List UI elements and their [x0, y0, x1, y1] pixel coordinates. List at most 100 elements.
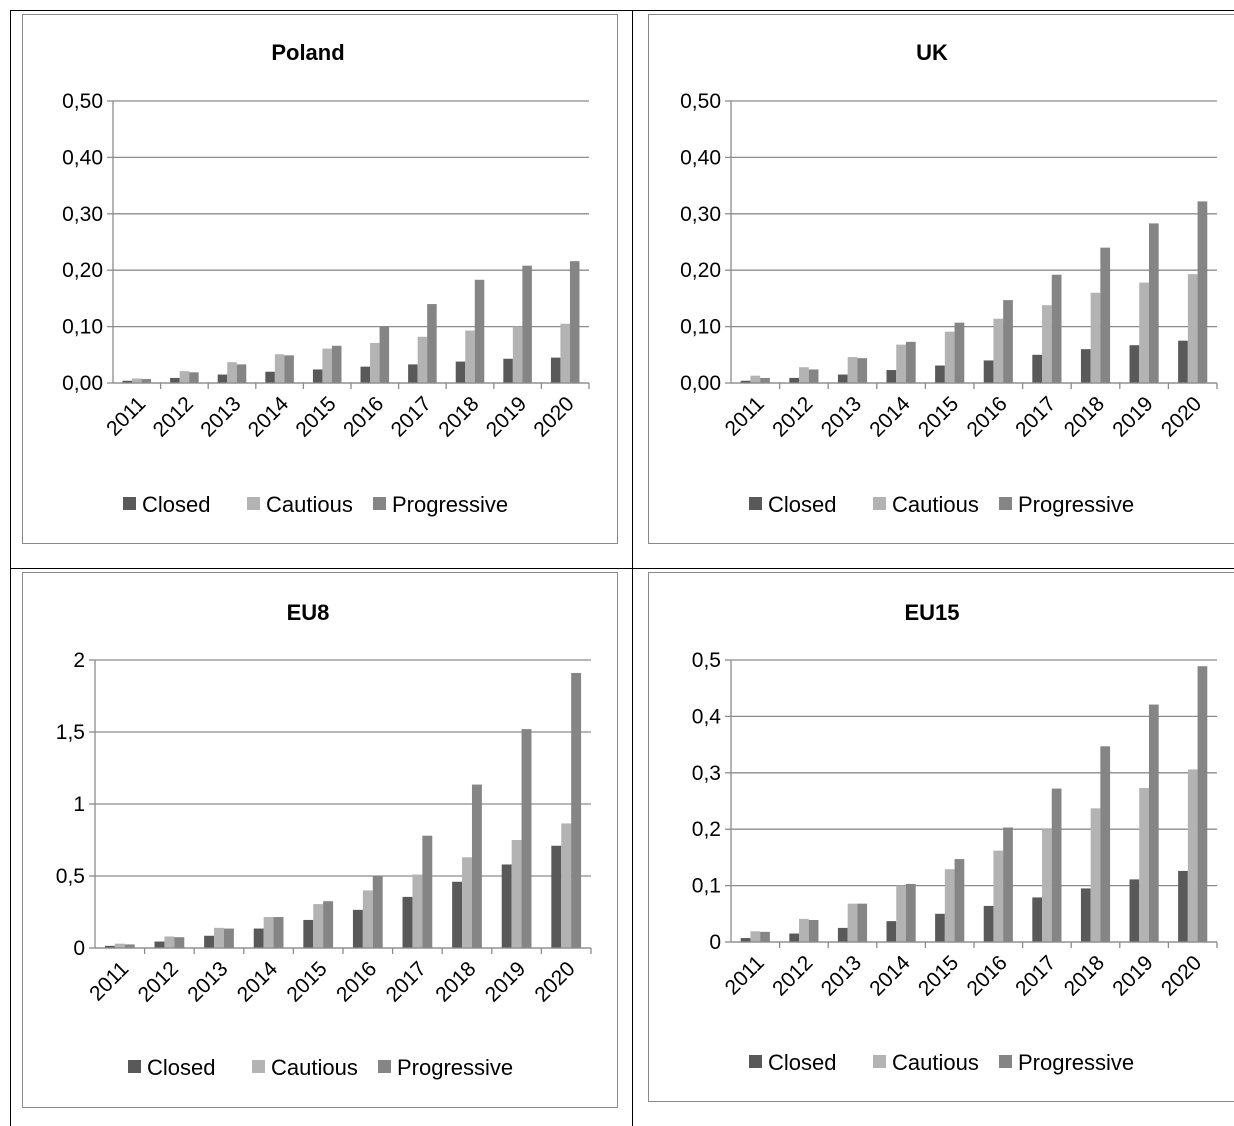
y-tick-label: 0,5 — [56, 865, 85, 888]
bar-closed — [740, 938, 751, 942]
bar-progressive — [808, 920, 819, 942]
x-tick-label: 2012 — [768, 951, 817, 1000]
bar-progressive — [124, 944, 135, 948]
bar-closed — [402, 896, 413, 948]
bar-closed — [983, 360, 994, 383]
bar-cautious — [263, 917, 274, 948]
bar-closed — [253, 928, 264, 948]
y-tick-label: 0,5 — [692, 649, 721, 672]
bar-closed — [204, 935, 215, 948]
x-tick-label: 2018 — [431, 957, 480, 1006]
bar-closed — [1080, 349, 1091, 383]
x-tick-label: 2017 — [1011, 951, 1060, 1000]
bar-cautious — [462, 857, 472, 948]
bar-progressive — [1003, 300, 1013, 383]
x-tick-label: 2016 — [332, 957, 381, 1006]
y-tick-label: 0,2 — [692, 818, 721, 841]
x-tick-label: 2012 — [149, 392, 198, 441]
legend-swatch-cautious — [873, 1055, 886, 1068]
x-tick-label: 2018 — [1060, 392, 1109, 441]
chart-title: EU15 — [904, 600, 959, 625]
x-tick-label: 2016 — [963, 392, 1012, 441]
bar-closed — [1178, 870, 1188, 942]
chart-eu8-svg: EU8 0 0,5 1 1,5 2 2011 2012 2013 2014 2015 2016 2017… — [56, 600, 592, 1080]
bar-progressive — [521, 729, 532, 948]
x-tick-label: 2020 — [1157, 392, 1206, 441]
bar-closed — [408, 364, 418, 383]
bar-progressive — [571, 672, 582, 948]
bar-cautious — [1042, 305, 1052, 383]
bar-progressive — [857, 903, 868, 942]
bar-progressive — [1197, 201, 1208, 383]
chart-uk: UK 0,00 0,10 0,20 0,30 0,40 0,50 2011 2012 2013 20… — [648, 14, 1234, 544]
bar-progressive — [223, 928, 234, 948]
legend-swatch-progressive — [373, 497, 386, 510]
bar-closed — [550, 357, 561, 383]
bar-closed — [1129, 345, 1140, 383]
bar-cautious — [750, 375, 761, 383]
table-border-top — [10, 10, 1234, 11]
bar-closed — [154, 941, 165, 948]
bar-closed — [452, 881, 463, 948]
x-tick-label: 2017 — [387, 392, 436, 441]
y-tick-label: 0,50 — [62, 90, 103, 113]
bar-closed — [886, 370, 897, 383]
bar-cautious — [750, 931, 761, 942]
bar-progressive — [273, 917, 284, 948]
bar-closed — [935, 365, 945, 383]
bar-cautious — [561, 823, 572, 948]
bar-progressive — [905, 883, 916, 942]
x-tick-label: 2011 — [85, 957, 133, 1005]
bar-progressive — [522, 265, 532, 383]
bar-cautious — [896, 885, 906, 942]
bar-progressive — [471, 784, 482, 948]
bar-closed — [170, 377, 180, 383]
legend-label-cautious: Cautious — [266, 492, 353, 517]
legend-label-closed: Closed — [142, 492, 210, 517]
bar-closed — [455, 361, 466, 383]
bar-cautious — [370, 342, 380, 383]
bar-closed — [265, 371, 275, 383]
bar-closed — [740, 380, 751, 383]
bar-cautious — [322, 348, 332, 383]
bar-closed — [935, 913, 945, 942]
x-tick-label: 2013 — [817, 951, 866, 1000]
y-tick-label: 0,20 — [62, 259, 103, 282]
bar-closed — [122, 380, 133, 383]
x-tick-label: 2020 — [530, 957, 579, 1006]
x-tick-label: 2015 — [282, 957, 331, 1006]
legend-label-cautious: Cautious — [271, 1055, 358, 1080]
x-tick-label: 2011 — [721, 392, 769, 440]
bar-cautious — [896, 344, 906, 383]
x-tick-label: 2013 — [196, 392, 245, 441]
x-tick-label: 2019 — [482, 392, 531, 441]
bar-progressive — [372, 876, 383, 948]
x-tick-label: 2012 — [134, 957, 183, 1006]
bar-cautious — [1139, 788, 1149, 942]
bar-cautious — [512, 326, 523, 383]
x-tick-label: 2014 — [865, 951, 915, 1001]
x-tick-label: 2014 — [865, 392, 915, 442]
bar-progressive — [1051, 274, 1062, 383]
bar-closed — [312, 369, 323, 383]
x-tick-label: 2020 — [529, 392, 578, 441]
x-tick-label: 2013 — [183, 957, 232, 1006]
bar-cautious — [1090, 808, 1101, 942]
bar-closed — [1129, 879, 1140, 942]
bar-progressive — [857, 358, 868, 383]
y-tick-label: 1 — [73, 793, 85, 816]
bar-cautious — [1187, 769, 1198, 942]
x-tick-label: 2011 — [721, 951, 769, 999]
bar-closed — [360, 366, 371, 383]
bar-progressive — [1148, 223, 1159, 383]
bar-cautious — [944, 331, 955, 383]
bar-progressive — [174, 937, 185, 948]
bar-cautious — [993, 318, 1004, 383]
bar-closed — [501, 864, 512, 948]
bar-progressive — [1051, 788, 1062, 942]
bar-progressive — [1100, 247, 1111, 383]
y-tick-label: 0 — [73, 937, 85, 960]
legend-swatch-progressive — [378, 1060, 391, 1073]
bar-closed — [837, 374, 848, 383]
